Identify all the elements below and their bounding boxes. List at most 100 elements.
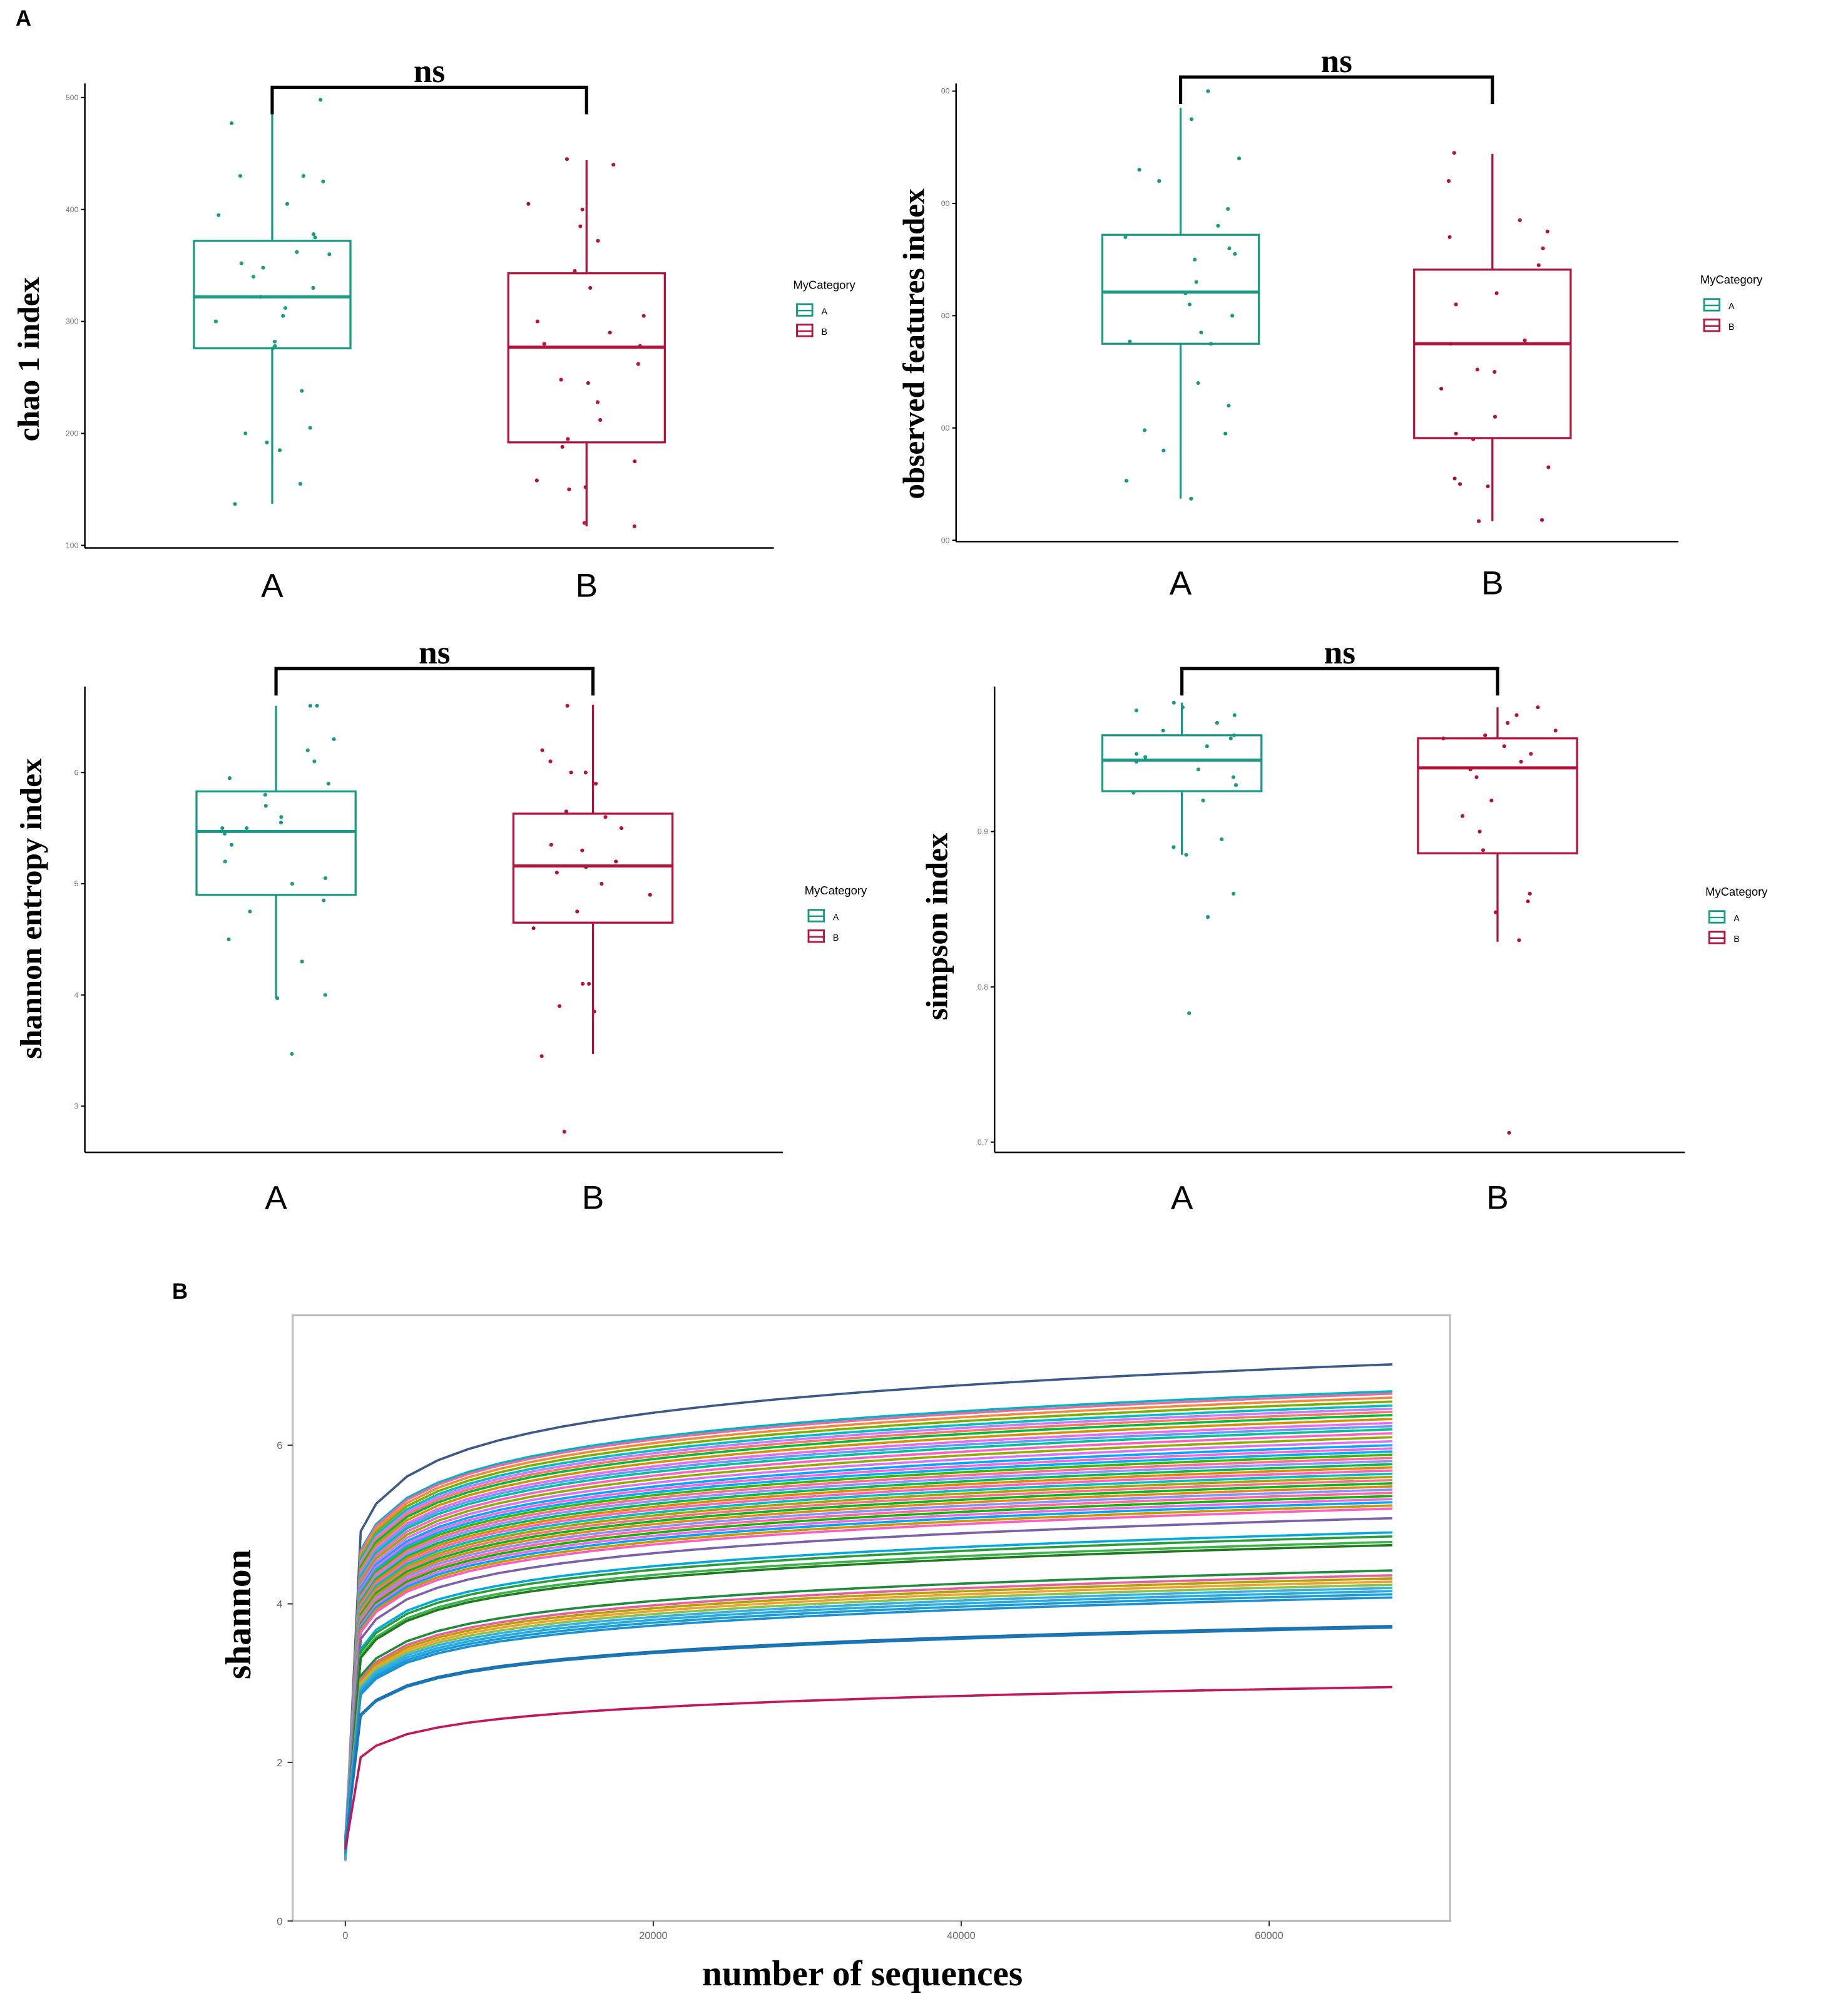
data-point: [243, 431, 248, 436]
box-B: [1413, 269, 1572, 439]
data-point: [332, 737, 336, 742]
data-point: [608, 330, 612, 335]
series-line: [344, 1580, 1392, 1854]
data-point: [566, 437, 570, 441]
data-point: [1184, 852, 1188, 857]
series-line: [344, 1421, 1392, 1856]
series-line: [344, 1392, 1392, 1850]
data-point: [539, 1054, 544, 1058]
data-point: [1205, 744, 1209, 749]
series-line: [344, 1577, 1392, 1851]
data-point: [564, 157, 569, 161]
data-point: [1187, 302, 1192, 307]
data-point: [263, 804, 268, 808]
data-point: [1481, 848, 1485, 852]
data-point: [1231, 775, 1235, 779]
data-point: [584, 865, 588, 869]
series-line: [344, 1501, 1392, 1841]
data-point: [272, 339, 277, 344]
data-point: [265, 440, 269, 444]
data-point: [1536, 263, 1541, 267]
series-line: [344, 1593, 1392, 1855]
x-tick-label: B: [575, 567, 598, 604]
data-point: [281, 314, 285, 318]
data-point: [540, 748, 544, 752]
data-point: [1237, 156, 1242, 161]
data-point: [1142, 428, 1147, 432]
data-point: [300, 959, 304, 964]
y-tick-label: 0: [277, 1916, 282, 1927]
data-point: [1230, 314, 1235, 318]
data-point: [1483, 733, 1488, 737]
legend-label: A: [833, 913, 839, 923]
data-point: [638, 344, 642, 349]
data-point: [641, 314, 646, 318]
data-point: [1493, 414, 1498, 419]
legend-title: MyCategory: [793, 278, 855, 291]
series-line: [344, 1625, 1392, 1848]
data-point: [526, 202, 531, 206]
data-point: [1518, 218, 1522, 222]
data-point: [311, 232, 316, 237]
data-point: [1541, 246, 1545, 250]
data-point: [1134, 709, 1138, 713]
data-point: [558, 1004, 562, 1008]
series-line: [344, 1590, 1392, 1840]
series-line: [344, 1390, 1392, 1850]
data-point: [583, 770, 588, 775]
data-point: [1157, 179, 1161, 183]
rarefaction-chart: 0 2 4 6 0 20000 40000 60000 number of sequences s…: [219, 1314, 1451, 1993]
series-line: [344, 1450, 1392, 1856]
data-point: [213, 319, 218, 324]
data-point: [582, 521, 586, 525]
data-point: [327, 252, 332, 257]
y-tick-label: 6: [74, 768, 79, 777]
data-point: [308, 704, 312, 708]
series-line: [344, 1363, 1392, 1850]
legend-label: A: [1733, 914, 1740, 924]
data-point: [1447, 235, 1452, 239]
series-line: [344, 1436, 1392, 1841]
data-point: [600, 881, 604, 886]
data-point: [278, 821, 283, 825]
data-point: [1519, 759, 1523, 764]
series-line: [344, 1507, 1392, 1860]
y-tick-label: 4: [74, 991, 79, 1000]
data-point: [252, 274, 256, 279]
y-axis-label: chao 1 index: [11, 277, 46, 441]
box-A: [195, 790, 357, 896]
x-tick-label: 20000: [639, 1930, 668, 1942]
significance-label: ns: [414, 53, 445, 90]
data-point: [1526, 899, 1530, 904]
series-line: [344, 1428, 1392, 1845]
data-point: [1226, 207, 1230, 212]
legend-label: A: [821, 307, 827, 317]
series-line: [344, 1460, 1392, 1840]
data-point: [1123, 235, 1128, 239]
data-point: [580, 848, 585, 852]
series-line: [344, 1475, 1392, 1852]
y-tick-label: 400: [66, 205, 79, 214]
data-point: [222, 831, 227, 836]
data-point: [1529, 752, 1533, 756]
y-axis-label: simpson index: [919, 832, 954, 1020]
data-point: [1216, 223, 1220, 228]
data-point: [1494, 291, 1499, 295]
data-point: [1454, 302, 1458, 307]
series-line: [344, 1574, 1392, 1840]
data-point: [273, 344, 277, 349]
data-point: [588, 285, 593, 290]
data-point: [559, 377, 563, 382]
data-point: [233, 502, 237, 506]
data-point: [1449, 342, 1453, 346]
series-line: [344, 1517, 1392, 1850]
data-point: [323, 993, 327, 997]
data-point: [587, 981, 591, 986]
x-tick-label: A: [261, 567, 283, 604]
data-point: [1506, 720, 1510, 725]
legend-label: B: [821, 327, 827, 337]
